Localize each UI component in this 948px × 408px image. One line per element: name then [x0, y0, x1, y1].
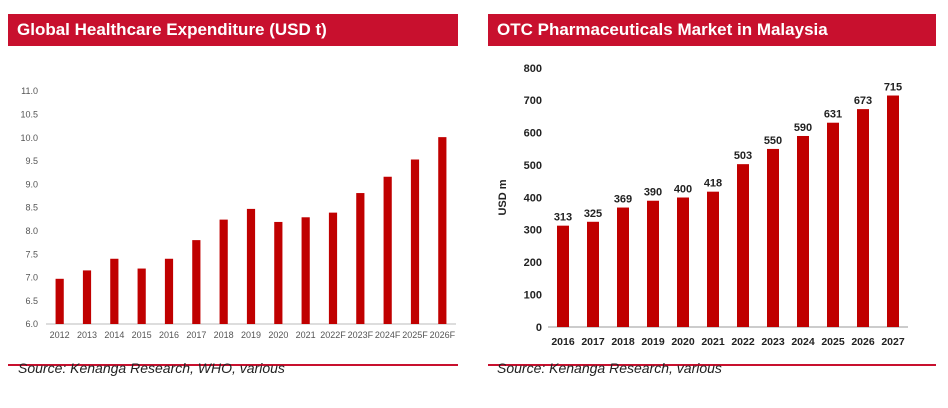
y-tick-label: 7.0 [25, 273, 38, 283]
data-label: 673 [854, 95, 872, 107]
bar [410, 159, 420, 324]
data-label: 369 [614, 194, 632, 206]
bar [647, 200, 659, 327]
x-tick-label: 2017 [186, 330, 206, 340]
y-tick-label: 10.5 [20, 109, 38, 119]
bar [707, 191, 719, 327]
bar [677, 197, 689, 327]
y-tick-label: 6.0 [25, 319, 38, 329]
y-tick-label: 11.0 [21, 86, 38, 96]
x-tick-label: 2012 [50, 330, 70, 340]
x-tick-label: 2025 [821, 336, 845, 348]
y-tick-label: 800 [524, 63, 542, 75]
bar [137, 268, 146, 324]
y-tick-label: 600 [524, 128, 542, 140]
y-tick-label: 9.0 [25, 179, 38, 189]
y-tick-label: 7.5 [25, 249, 38, 259]
chart-title: Global Healthcare Expenditure (USD t) [8, 14, 458, 46]
y-axis-label: USD m [497, 179, 509, 215]
y-tick-label: 6.5 [25, 296, 38, 306]
x-tick-label: 2021 [701, 336, 725, 348]
bar [737, 164, 749, 327]
x-tick-label: 2023F [348, 330, 374, 340]
x-tick-label: 2023 [761, 336, 785, 348]
chart-title: OTC Pharmaceuticals Market in Malaysia [488, 14, 936, 46]
bar [192, 240, 201, 324]
x-tick-label: 2016 [551, 336, 575, 348]
bar [887, 95, 899, 327]
bar [827, 122, 839, 328]
x-tick-label: 2027 [881, 336, 905, 348]
data-label: 715 [884, 82, 902, 94]
chart-area: 0 100 200 300 400 500 600 700 800 USD m 2016 313 201… [488, 46, 936, 366]
y-tick-label: 500 [524, 160, 542, 172]
y-tick-label: 400 [524, 192, 542, 204]
bar [797, 135, 809, 327]
bar [164, 258, 174, 324]
bar [82, 270, 92, 324]
chart-svg: 6.0 6.5 7.0 7.5 8.0 8.5 9.0 9.5 10.0 10.5 11.0 2012… [20, 86, 456, 340]
x-tick-label: 2020 [268, 330, 288, 340]
y-tick-label: 300 [524, 225, 542, 237]
y-tick-label: 10.0 [20, 133, 38, 143]
source-note: Source: Kenanga Research, various [497, 360, 722, 376]
bar [328, 212, 338, 324]
bar [438, 137, 447, 324]
source-note: Source: Kenanga Research, WHO, various [18, 360, 285, 376]
bar [767, 148, 779, 327]
bar [587, 221, 599, 327]
y-tick-label: 8.5 [25, 203, 38, 213]
y-tick-label: 700 [524, 95, 542, 107]
bar [110, 258, 119, 324]
x-tick-label: 2015 [132, 330, 152, 340]
data-label: 400 [674, 184, 692, 196]
x-tick-label: 2020 [671, 336, 695, 348]
y-tick-label: 100 [524, 289, 542, 301]
bar [246, 208, 256, 324]
x-tick-label: 2022F [320, 330, 346, 340]
data-label: 390 [644, 187, 662, 199]
data-label: 590 [794, 122, 812, 134]
bar [301, 217, 310, 324]
data-label: 503 [734, 150, 752, 162]
x-tick-label: 2024F [375, 330, 401, 340]
y-tick-label: 200 [524, 257, 542, 269]
data-label: 631 [824, 109, 842, 121]
x-tick-label: 2022 [731, 336, 755, 348]
bar [356, 193, 365, 324]
x-tick-label: 2021 [296, 330, 316, 340]
chart-area: 6.0 6.5 7.0 7.5 8.0 8.5 9.0 9.5 10.0 10.5 11.0 2012… [8, 46, 458, 366]
data-label: 550 [764, 135, 782, 147]
y-tick-label: 0 [536, 322, 542, 334]
bar [274, 221, 283, 324]
chart-panel-otc-pharma: OTC Pharmaceuticals Market in Malaysia 0… [488, 14, 936, 366]
data-label: 313 [554, 212, 572, 224]
bar [857, 109, 869, 328]
x-tick-label: 2017 [581, 336, 605, 348]
x-tick-label: 2013 [77, 330, 97, 340]
x-tick-label: 2018 [611, 336, 635, 348]
y-tick-label: 8.0 [25, 226, 38, 236]
bar [55, 278, 64, 324]
bar [557, 225, 569, 327]
x-tick-label: 2014 [104, 330, 124, 340]
chart-panel-global-healthcare: Global Healthcare Expenditure (USD t) 6.… [8, 14, 458, 366]
x-tick-label: 2026 [851, 336, 875, 348]
y-tick-label: 9.5 [25, 156, 38, 166]
chart-svg: 0 100 200 300 400 500 600 700 800 USD m 2016 313 201… [497, 63, 908, 348]
x-tick-label: 2025F [402, 330, 428, 340]
bar [219, 219, 228, 324]
x-tick-label: 2024 [791, 336, 815, 348]
x-tick-label: 2019 [241, 330, 261, 340]
bar [617, 207, 629, 327]
x-tick-label: 2016 [159, 330, 179, 340]
x-tick-label: 2026F [430, 330, 456, 340]
data-label: 418 [704, 178, 722, 190]
data-label: 325 [584, 208, 602, 220]
x-tick-label: 2018 [214, 330, 234, 340]
x-tick-label: 2019 [641, 336, 665, 348]
bar [383, 176, 392, 324]
